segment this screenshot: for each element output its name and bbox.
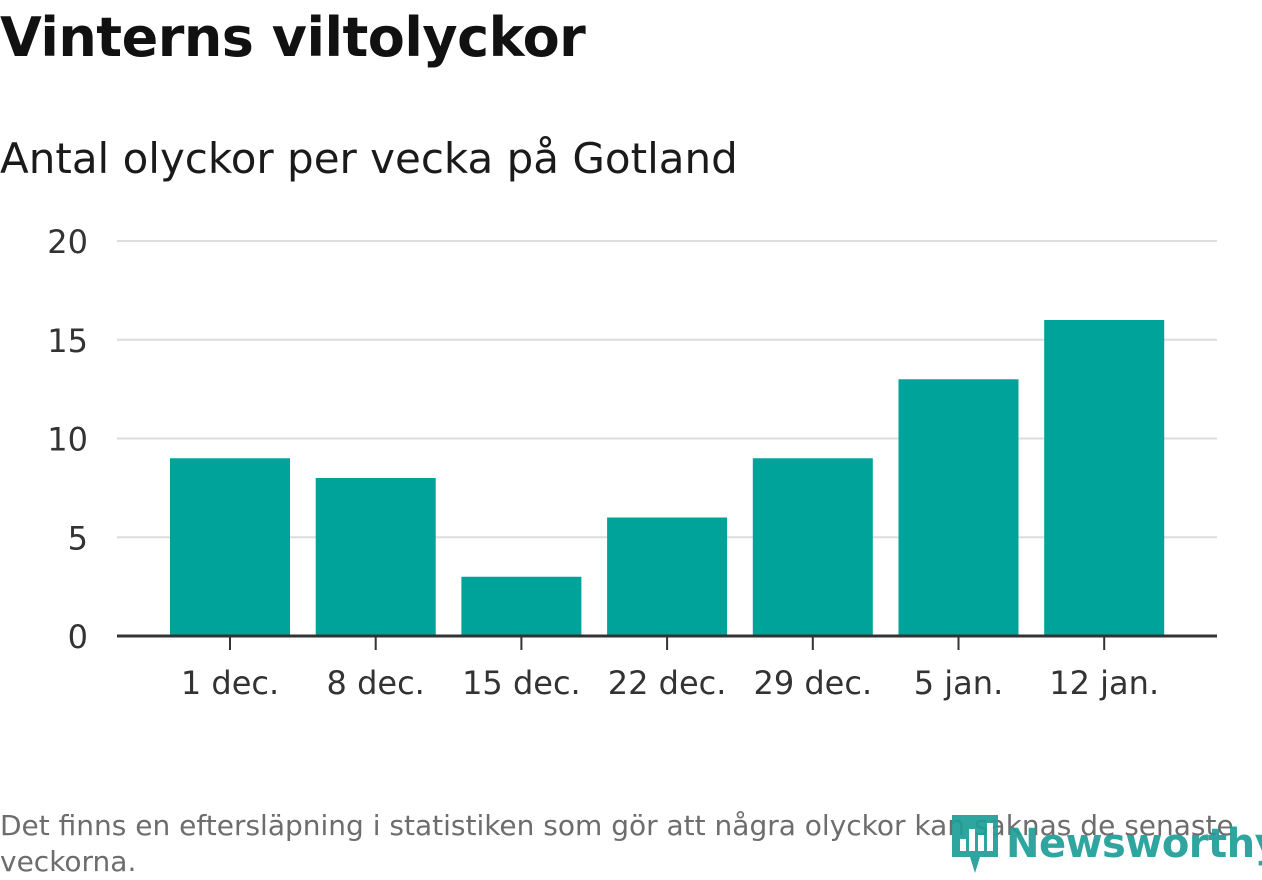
x-tick-label: 15 dec. <box>462 664 581 702</box>
bar-4[interactable] <box>607 517 728 637</box>
chart-title: Vinterns viltolyckor <box>0 6 586 69</box>
bar-5[interactable] <box>752 458 873 636</box>
y-tick-label: 0 <box>68 618 88 656</box>
x-tick-label: 5 jan. <box>914 664 1003 702</box>
x-tick-label: 12 jan. <box>1049 664 1159 702</box>
x-tick-label: 1 dec. <box>181 664 279 702</box>
x-tick-label: 22 dec. <box>608 664 727 702</box>
newsworthy-logo-icon <box>952 815 998 873</box>
bar-3[interactable] <box>461 576 582 636</box>
y-tick-label: 10 <box>47 421 88 459</box>
y-tick-label: 20 <box>47 223 88 261</box>
chart-subtitle: Antal olyckor per vecka på Gotland <box>0 134 738 183</box>
bar-1[interactable] <box>170 458 290 636</box>
bar-2[interactable] <box>315 478 436 636</box>
brand-logo[interactable]: Newsworthy <box>950 812 1262 876</box>
bar-7[interactable] <box>1044 320 1165 636</box>
brand-name: Newsworthy <box>1006 821 1262 867</box>
y-tick-label: 5 <box>68 519 88 557</box>
bars <box>170 320 1165 637</box>
bar-chart: 0 5 10 15 20 1 dec. 8 dec. 15 dec. 22 dec. 29 dec… <box>47 223 1217 702</box>
x-tick-label: 29 dec. <box>753 664 872 702</box>
x-tick-label: 8 dec. <box>327 664 425 702</box>
footnote: Det finns en eftersläpning i statistiken… <box>0 809 1234 878</box>
axes: 0 5 10 15 20 1 dec. 8 dec. 15 dec. 22 dec. 29 dec… <box>47 223 1217 702</box>
bar-6[interactable] <box>898 379 1019 636</box>
y-tick-label: 15 <box>47 322 88 360</box>
